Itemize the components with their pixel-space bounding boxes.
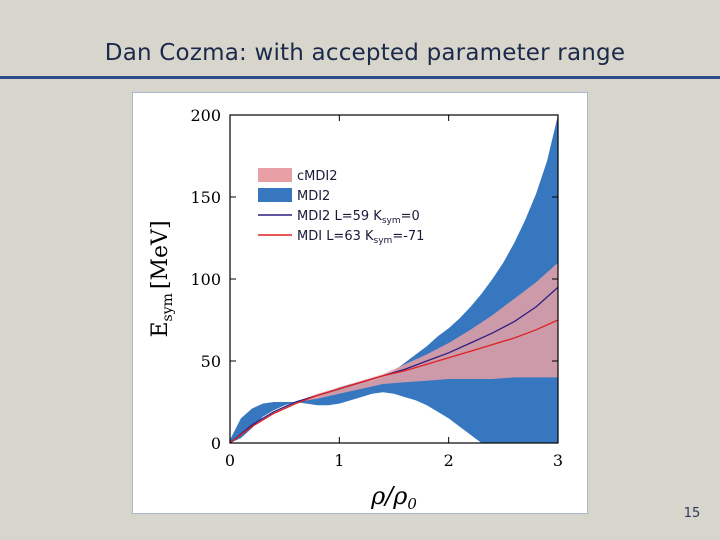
legend-item: cMDI2 xyxy=(258,168,337,184)
band-cmdi2 xyxy=(295,262,558,402)
legend-label: MDI2 xyxy=(297,189,330,204)
page-number: 15 xyxy=(683,506,701,521)
figure-frame: 0 1 2 3 0 50 100 150 200 cMDI2 MDI2 MDI2 L=59 Ksym… xyxy=(132,92,588,514)
y-tick-label: 50 xyxy=(201,352,221,371)
y-axis-label: Esym[MeV] xyxy=(148,220,176,337)
legend-item: MDI L=63 Ksym=-71 xyxy=(258,229,424,246)
legend-label: MDI2 L=59 Ksym=0 xyxy=(297,209,420,226)
legend-item: MDI2 xyxy=(258,188,330,204)
y-tick-label: 0 xyxy=(211,434,221,453)
y-tick-label: 200 xyxy=(190,106,221,125)
x-tick-label: 2 xyxy=(444,451,454,470)
legend-item: MDI2 L=59 Ksym=0 xyxy=(258,209,420,226)
y-tick-label: 150 xyxy=(190,188,221,207)
x-tick-label: 3 xyxy=(553,451,563,470)
chart: 0 1 2 3 0 50 100 150 200 cMDI2 MDI2 MDI2 L=59 Ksym… xyxy=(148,106,563,513)
line-mdi-l-63-ksym-71 xyxy=(230,319,558,443)
title-rule xyxy=(0,76,720,79)
band-mdi2 xyxy=(230,115,558,443)
line-mdi2-l-59-ksym-0 xyxy=(230,286,558,443)
x-axis-label: ρ/ρ0 xyxy=(370,482,417,513)
legend-swatch xyxy=(258,168,292,182)
legend-label: MDI L=63 Ksym=-71 xyxy=(297,229,424,246)
legend-swatch xyxy=(258,188,292,202)
y-tick-label: 100 xyxy=(190,270,221,289)
x-tick-label: 1 xyxy=(334,451,344,470)
x-tick-label: 0 xyxy=(225,451,235,470)
slide-title: Dan Cozma: with accepted parameter range xyxy=(104,40,626,66)
legend-label: cMDI2 xyxy=(297,169,337,184)
